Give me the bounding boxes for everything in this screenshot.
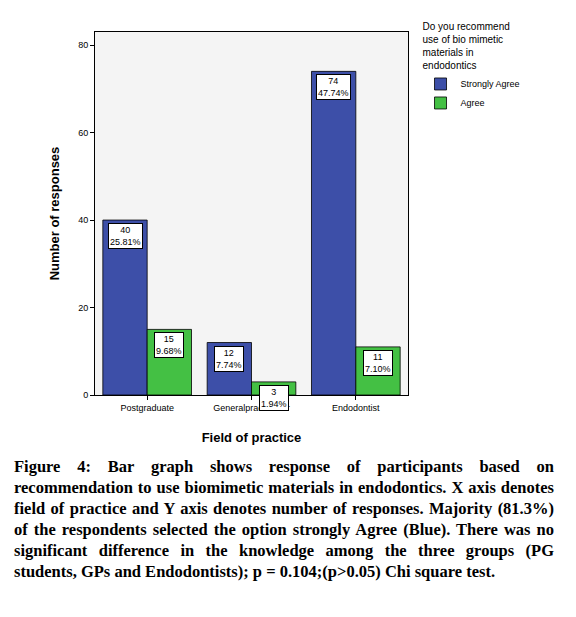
svg-text:4025.81%: 4025.81%: [110, 225, 141, 247]
svg-text:80: 80: [78, 40, 88, 50]
svg-text:Endodontist: Endodontist: [332, 403, 380, 413]
svg-text:Strongly Agree: Strongly Agree: [461, 79, 520, 89]
svg-text:Generalpractitioner: Generalpractitioner: [213, 403, 290, 413]
svg-text:Postgraduate: Postgraduate: [120, 403, 174, 413]
svg-text:117.10%: 117.10%: [365, 352, 391, 374]
svg-text:60: 60: [78, 128, 88, 138]
svg-text:Number of responses: Number of responses: [47, 147, 62, 281]
svg-text:31.94%: 31.94%: [261, 387, 287, 409]
html-text:Figure 4: Bar graph shows resp: Figure 4: Bar graph shows response of pa…: [14, 457, 554, 581]
svg-text:127.74%: 127.74%: [216, 348, 242, 370]
svg-text:Field of practice: Field of practice: [202, 430, 302, 445]
svg-text:0: 0: [83, 390, 88, 400]
svg-text:40: 40: [78, 215, 88, 225]
svg-text:20: 20: [78, 303, 88, 313]
svg-text:159.68%: 159.68%: [156, 334, 182, 356]
svg-text:Agree: Agree: [461, 98, 485, 108]
svg-text:Do you recommenduse of bio mim: Do you recommenduse of bio mimeticmateri…: [423, 21, 510, 71]
svg-text:7447.74%: 7447.74%: [318, 76, 349, 98]
